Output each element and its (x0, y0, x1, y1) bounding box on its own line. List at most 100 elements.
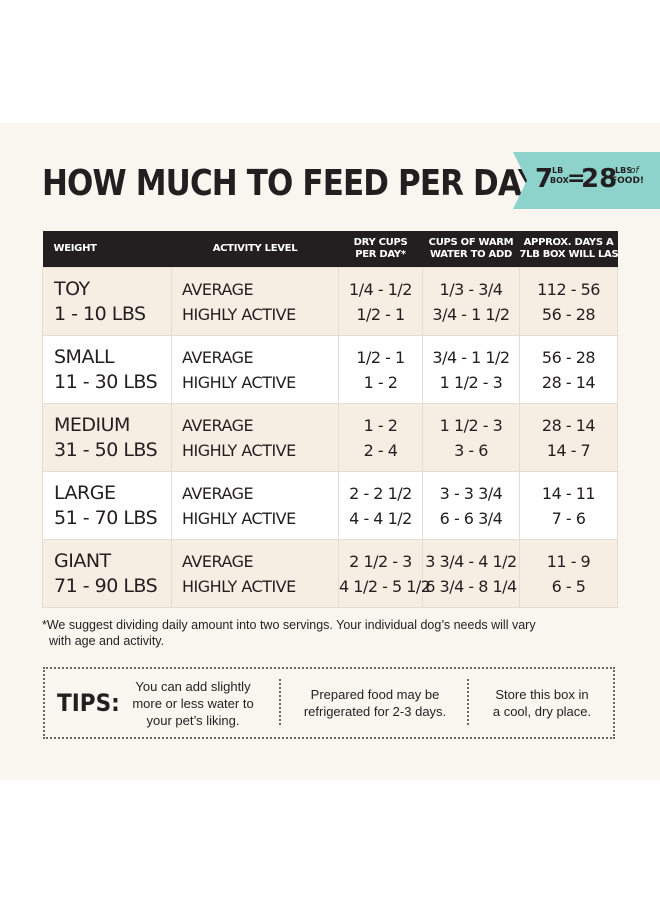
activity-cell-line: AVERAGE (182, 415, 254, 435)
water-cell-line: 6 - 6 3/4 (439, 508, 503, 528)
activity-cell: AVERAGE HIGHLY ACTIVE (171, 539, 339, 608)
water-cell-line: 3/4 - 1 1/2 (432, 347, 510, 367)
tips-label: TIPS: (57, 689, 120, 717)
dry-cups-cell-line: 1/2 - 1 (356, 304, 405, 324)
tips-box: TIPS: You can add slightly more or less … (43, 667, 615, 739)
table-row: SMALL 11 - 30 LBS AVERAGE HIGHLY ACTIVE 1/2 … (42, 335, 618, 404)
tip-line: your pet’s liking. (146, 712, 240, 728)
weight-cell-line: 51 - 70 LBS (54, 506, 158, 529)
box-unit: LB (552, 166, 564, 175)
tip-storage: Store this box in a cool, dry place. (475, 669, 609, 737)
box-quantity: 7 (535, 164, 554, 194)
dry-cups-cell-line: 1 - 2 (363, 415, 398, 435)
of-word: of (630, 166, 639, 176)
table-body: TOY 1 - 10 LBS AVERAGE HIGHLY ACTIVE 1/4 - 1… (42, 267, 618, 608)
days-cell-line: 56 - 28 (541, 304, 596, 324)
weight-cell-line: 31 - 50 LBS (54, 438, 158, 461)
tip-line: a cool, dry place. (492, 704, 592, 719)
water-cell-line: 1 1/2 - 3 (439, 372, 503, 392)
table-row: LARGE 51 - 70 LBS AVERAGE HIGHLY ACTIVE 2 - … (42, 471, 618, 540)
footnote-line: with age and activity. (49, 634, 165, 648)
water-cell-line: 1/3 - 3/4 (439, 279, 503, 299)
column-header-line: PER DAY* (355, 249, 406, 260)
dry-cups-cell: 2 1/2 - 3 4 1/2 - 5 1/2 (338, 539, 431, 608)
tip-line: Store this box in (495, 687, 589, 702)
footnote-line: *We suggest dividing daily amount into t… (42, 618, 536, 632)
water-cell-line: 3 3/4 - 4 1/2 (425, 551, 517, 571)
equals-sign: = (567, 166, 586, 191)
dry-cups-cell-line: 1 - 2 (363, 372, 398, 392)
activity-cell-line: HIGHLY ACTIVE (182, 372, 296, 392)
weight-cell-line: 11 - 30 LBS (54, 370, 158, 393)
weight-cell: GIANT 71 - 90 LBS (42, 539, 172, 608)
weight-cell-line: LARGE (54, 481, 116, 504)
days-cell-line: 7 - 6 (551, 508, 586, 528)
days-cell: 11 - 9 6 - 5 (519, 539, 618, 608)
days-cell-line: 6 - 5 (551, 576, 586, 596)
days-cell-line: 112 - 56 (537, 279, 600, 299)
weight-cell-line: 1 - 10 LBS (54, 302, 146, 325)
table-header-row: WEIGHT ACTIVITY LEVEL DRY CUPS PER DAY* CUPS… (42, 231, 626, 268)
column-header: APPROX. DAYS A 7LB BOX WILL LAST (519, 231, 626, 268)
dry-cups-cell-line: 4 - 4 1/2 (349, 508, 412, 528)
days-cell: 112 - 56 56 - 28 (519, 267, 618, 336)
activity-cell-line: AVERAGE (182, 347, 254, 367)
feeding-guide-panel: HOW MUCH TO FEED PER DAY 7 LB BOX = 28 L… (0, 123, 660, 780)
dry-cups-cell-line: 4 1/2 - 5 1/2 (339, 576, 431, 596)
column-header-line: 7LB BOX WILL LAST (519, 249, 626, 260)
tip-refrigerate: Prepared food may be refrigerated for 2-… (288, 669, 462, 737)
days-cell-line: 14 - 7 (546, 440, 591, 460)
activity-cell-line: AVERAGE (182, 279, 254, 299)
lbs-unit: LBS (615, 166, 632, 175)
dry-cups-cell: 1/4 - 1/2 1/2 - 1 (338, 267, 423, 336)
column-header-line: WATER TO ADD (430, 249, 512, 260)
table-row: GIANT 71 - 90 LBS AVERAGE HIGHLY ACTIVE 2 1/… (42, 539, 618, 608)
box-yield-banner: 7 LB BOX = 28 LBS of FOOD! (513, 152, 660, 209)
activity-cell: AVERAGE HIGHLY ACTIVE (171, 471, 339, 540)
weight-cell: MEDIUM 31 - 50 LBS (42, 403, 172, 472)
box-word: BOX (550, 176, 569, 185)
days-cell-line: 28 - 14 (541, 372, 596, 392)
activity-cell-line: AVERAGE (182, 483, 254, 503)
activity-cell-line: HIGHLY ACTIVE (182, 576, 296, 596)
dry-cups-cell-line: 2 - 4 (363, 440, 398, 460)
weight-cell-line: 71 - 90 LBS (54, 574, 158, 597)
days-cell-line: 28 - 14 (541, 415, 596, 435)
days-cell-line: 56 - 28 (541, 347, 596, 367)
table-row: TOY 1 - 10 LBS AVERAGE HIGHLY ACTIVE 1/4 - 1… (42, 267, 618, 336)
dry-cups-cell: 1/2 - 1 1 - 2 (338, 335, 423, 404)
footnote: *We suggest dividing daily amount into t… (42, 617, 602, 649)
table-row: MEDIUM 31 - 50 LBS AVERAGE HIGHLY ACTIVE 1 -… (42, 403, 618, 472)
tip-line: You can add slightly (135, 678, 251, 694)
water-cell-line: 6 3/4 - 8 1/4 (425, 576, 517, 596)
water-cell-line: 3/4 - 1 1/2 (432, 304, 510, 324)
activity-cell: AVERAGE HIGHLY ACTIVE (171, 403, 339, 472)
column-header-line: WEIGHT (53, 243, 97, 254)
days-cell-line: 11 - 9 (546, 551, 591, 571)
column-header-line: ACTIVITY LEVEL (212, 243, 298, 254)
tip-line: Prepared food may be (310, 687, 440, 702)
food-word: FOOD! (611, 176, 645, 186)
page-title: HOW MUCH TO FEED PER DAY (42, 163, 540, 204)
activity-cell-line: HIGHLY ACTIVE (182, 304, 296, 324)
lbs-quantity: 28 (581, 164, 618, 194)
column-header: DRY CUPS PER DAY* (338, 231, 423, 268)
column-header: CUPS OF WARM WATER TO ADD (422, 231, 520, 268)
water-cell: 3 - 3 3/4 6 - 6 3/4 (422, 471, 520, 540)
weight-cell-line: MEDIUM (54, 413, 130, 436)
water-cell: 1/3 - 3/4 3/4 - 1 1/2 (422, 267, 520, 336)
dry-cups-cell-line: 1/4 - 1/2 (349, 279, 412, 299)
dry-cups-cell-line: 1/2 - 1 (356, 347, 405, 367)
dry-cups-cell: 1 - 2 2 - 4 (338, 403, 423, 472)
days-cell: 56 - 28 28 - 14 (519, 335, 618, 404)
activity-cell-line: HIGHLY ACTIVE (182, 508, 296, 528)
column-header: WEIGHT (42, 231, 172, 268)
feeding-table: WEIGHT ACTIVITY LEVEL DRY CUPS PER DAY* CUPS… (42, 231, 626, 608)
column-header: ACTIVITY LEVEL (171, 231, 339, 268)
weight-cell: TOY 1 - 10 LBS (42, 267, 172, 336)
tip-water: You can add slightly more or less water … (125, 669, 261, 737)
days-cell-line: 14 - 11 (541, 483, 596, 503)
water-cell: 3/4 - 1 1/2 1 1/2 - 3 (422, 335, 520, 404)
dry-cups-cell-line: 2 1/2 - 3 (349, 551, 412, 571)
tip-divider (279, 679, 281, 725)
